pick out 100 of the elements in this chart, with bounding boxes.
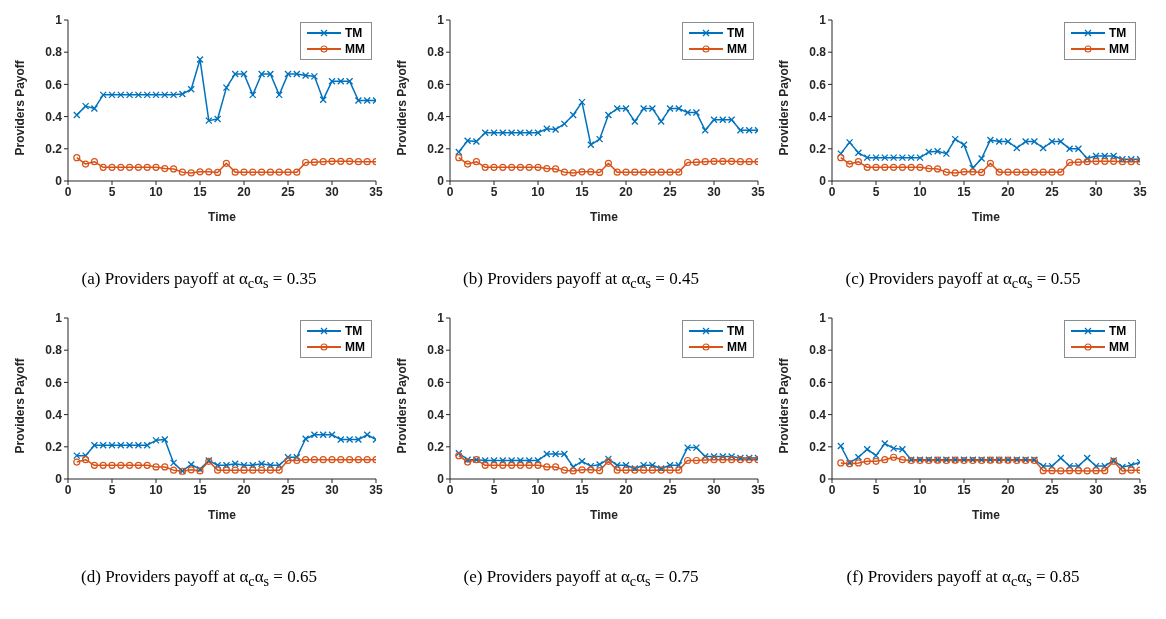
point <box>587 168 595 176</box>
x-axis-title: Time <box>590 210 619 224</box>
y-tick-label: 0 <box>819 174 827 189</box>
y-tick-label: 0.2 <box>427 440 445 455</box>
point <box>1127 466 1135 475</box>
point <box>73 154 81 162</box>
point <box>152 163 160 171</box>
point <box>719 157 727 165</box>
y-tick-label: 0.8 <box>809 343 827 358</box>
legend-label: TM <box>1109 324 1127 339</box>
text: (f) Providers payoff at α$_{c}$α$_{s}$ = 0.85 <box>846 567 1080 591</box>
x-tick-label: 35 <box>369 482 383 497</box>
point <box>525 163 533 171</box>
point <box>881 456 889 464</box>
point <box>117 163 125 171</box>
point <box>666 168 674 176</box>
point <box>126 163 134 171</box>
x-tick-label: 25 <box>1045 184 1059 199</box>
legend-label: MM <box>727 340 747 355</box>
point <box>354 158 362 166</box>
y-tick-label: 1 <box>819 311 827 326</box>
point <box>178 168 186 176</box>
x-tick-label: 25 <box>1045 482 1059 497</box>
point <box>1083 158 1091 166</box>
point <box>319 96 327 104</box>
point <box>134 462 142 470</box>
point <box>692 457 700 465</box>
point <box>710 157 718 165</box>
x-tick-label: 30 <box>707 482 721 497</box>
point <box>631 168 639 176</box>
point <box>640 168 648 176</box>
x-tick-label: 25 <box>663 184 677 199</box>
point <box>960 141 968 149</box>
point <box>1048 467 1056 475</box>
point <box>995 168 1003 176</box>
point <box>578 466 586 474</box>
y-tick-label: 0.6 <box>809 376 827 391</box>
y-tick-label: 0.6 <box>809 77 827 92</box>
point <box>684 457 692 465</box>
point <box>587 466 595 474</box>
legend-label: MM <box>345 340 365 355</box>
point <box>1066 467 1074 475</box>
point <box>1101 467 1109 475</box>
point <box>596 467 604 475</box>
point <box>854 454 863 462</box>
point <box>648 466 656 475</box>
x-tick-label: 15 <box>575 482 589 497</box>
point <box>872 458 880 466</box>
point <box>187 466 195 474</box>
point <box>293 168 301 176</box>
point <box>622 168 630 176</box>
point <box>319 158 327 166</box>
x-tick-label: 5 <box>490 482 498 497</box>
point <box>302 158 310 167</box>
y-tick-label: 1 <box>55 13 63 28</box>
x-tick-label: 15 <box>957 482 971 497</box>
point <box>508 163 516 171</box>
x-tick-label: 5 <box>872 482 880 497</box>
text: (a) Providers payoff at α$_{c}$α$_{s}$ = 0.35 <box>81 269 317 293</box>
point <box>354 456 362 464</box>
point <box>1092 467 1100 475</box>
point <box>1074 467 1082 475</box>
x-tick-label: 20 <box>619 184 633 199</box>
x-tick-label: 30 <box>707 184 721 199</box>
point <box>837 442 845 451</box>
point <box>898 163 906 171</box>
point <box>595 135 604 143</box>
point <box>284 168 292 176</box>
point <box>90 158 98 166</box>
x-axis-title: Time <box>972 210 1001 224</box>
y-tick-label: 0.2 <box>427 142 445 157</box>
point <box>126 462 134 470</box>
point <box>169 459 178 467</box>
point <box>258 466 266 475</box>
point <box>231 168 239 176</box>
point <box>222 159 230 167</box>
y-tick-label: 0.2 <box>809 440 827 455</box>
point <box>569 467 577 475</box>
x-tick-label: 10 <box>531 184 545 199</box>
point <box>363 158 371 166</box>
y-tick-label: 0.8 <box>45 343 63 358</box>
y-tick-label: 1 <box>55 311 63 326</box>
point <box>925 165 933 173</box>
x-tick-label: 20 <box>619 482 633 497</box>
point <box>363 456 371 464</box>
y-tick-label: 0 <box>819 472 827 487</box>
x-tick-label: 35 <box>751 184 765 199</box>
point <box>960 168 968 176</box>
y-axis-title: Providers Payoff <box>777 357 792 454</box>
point <box>525 462 533 470</box>
point <box>108 462 116 470</box>
point <box>596 168 604 177</box>
point <box>481 462 489 470</box>
point <box>516 163 524 171</box>
x-tick-label: 10 <box>149 184 163 199</box>
point <box>890 163 898 171</box>
x-tick-label: 30 <box>1089 184 1103 199</box>
x-tick-label: 20 <box>1001 184 1015 199</box>
point <box>916 163 924 171</box>
point <box>161 165 169 173</box>
